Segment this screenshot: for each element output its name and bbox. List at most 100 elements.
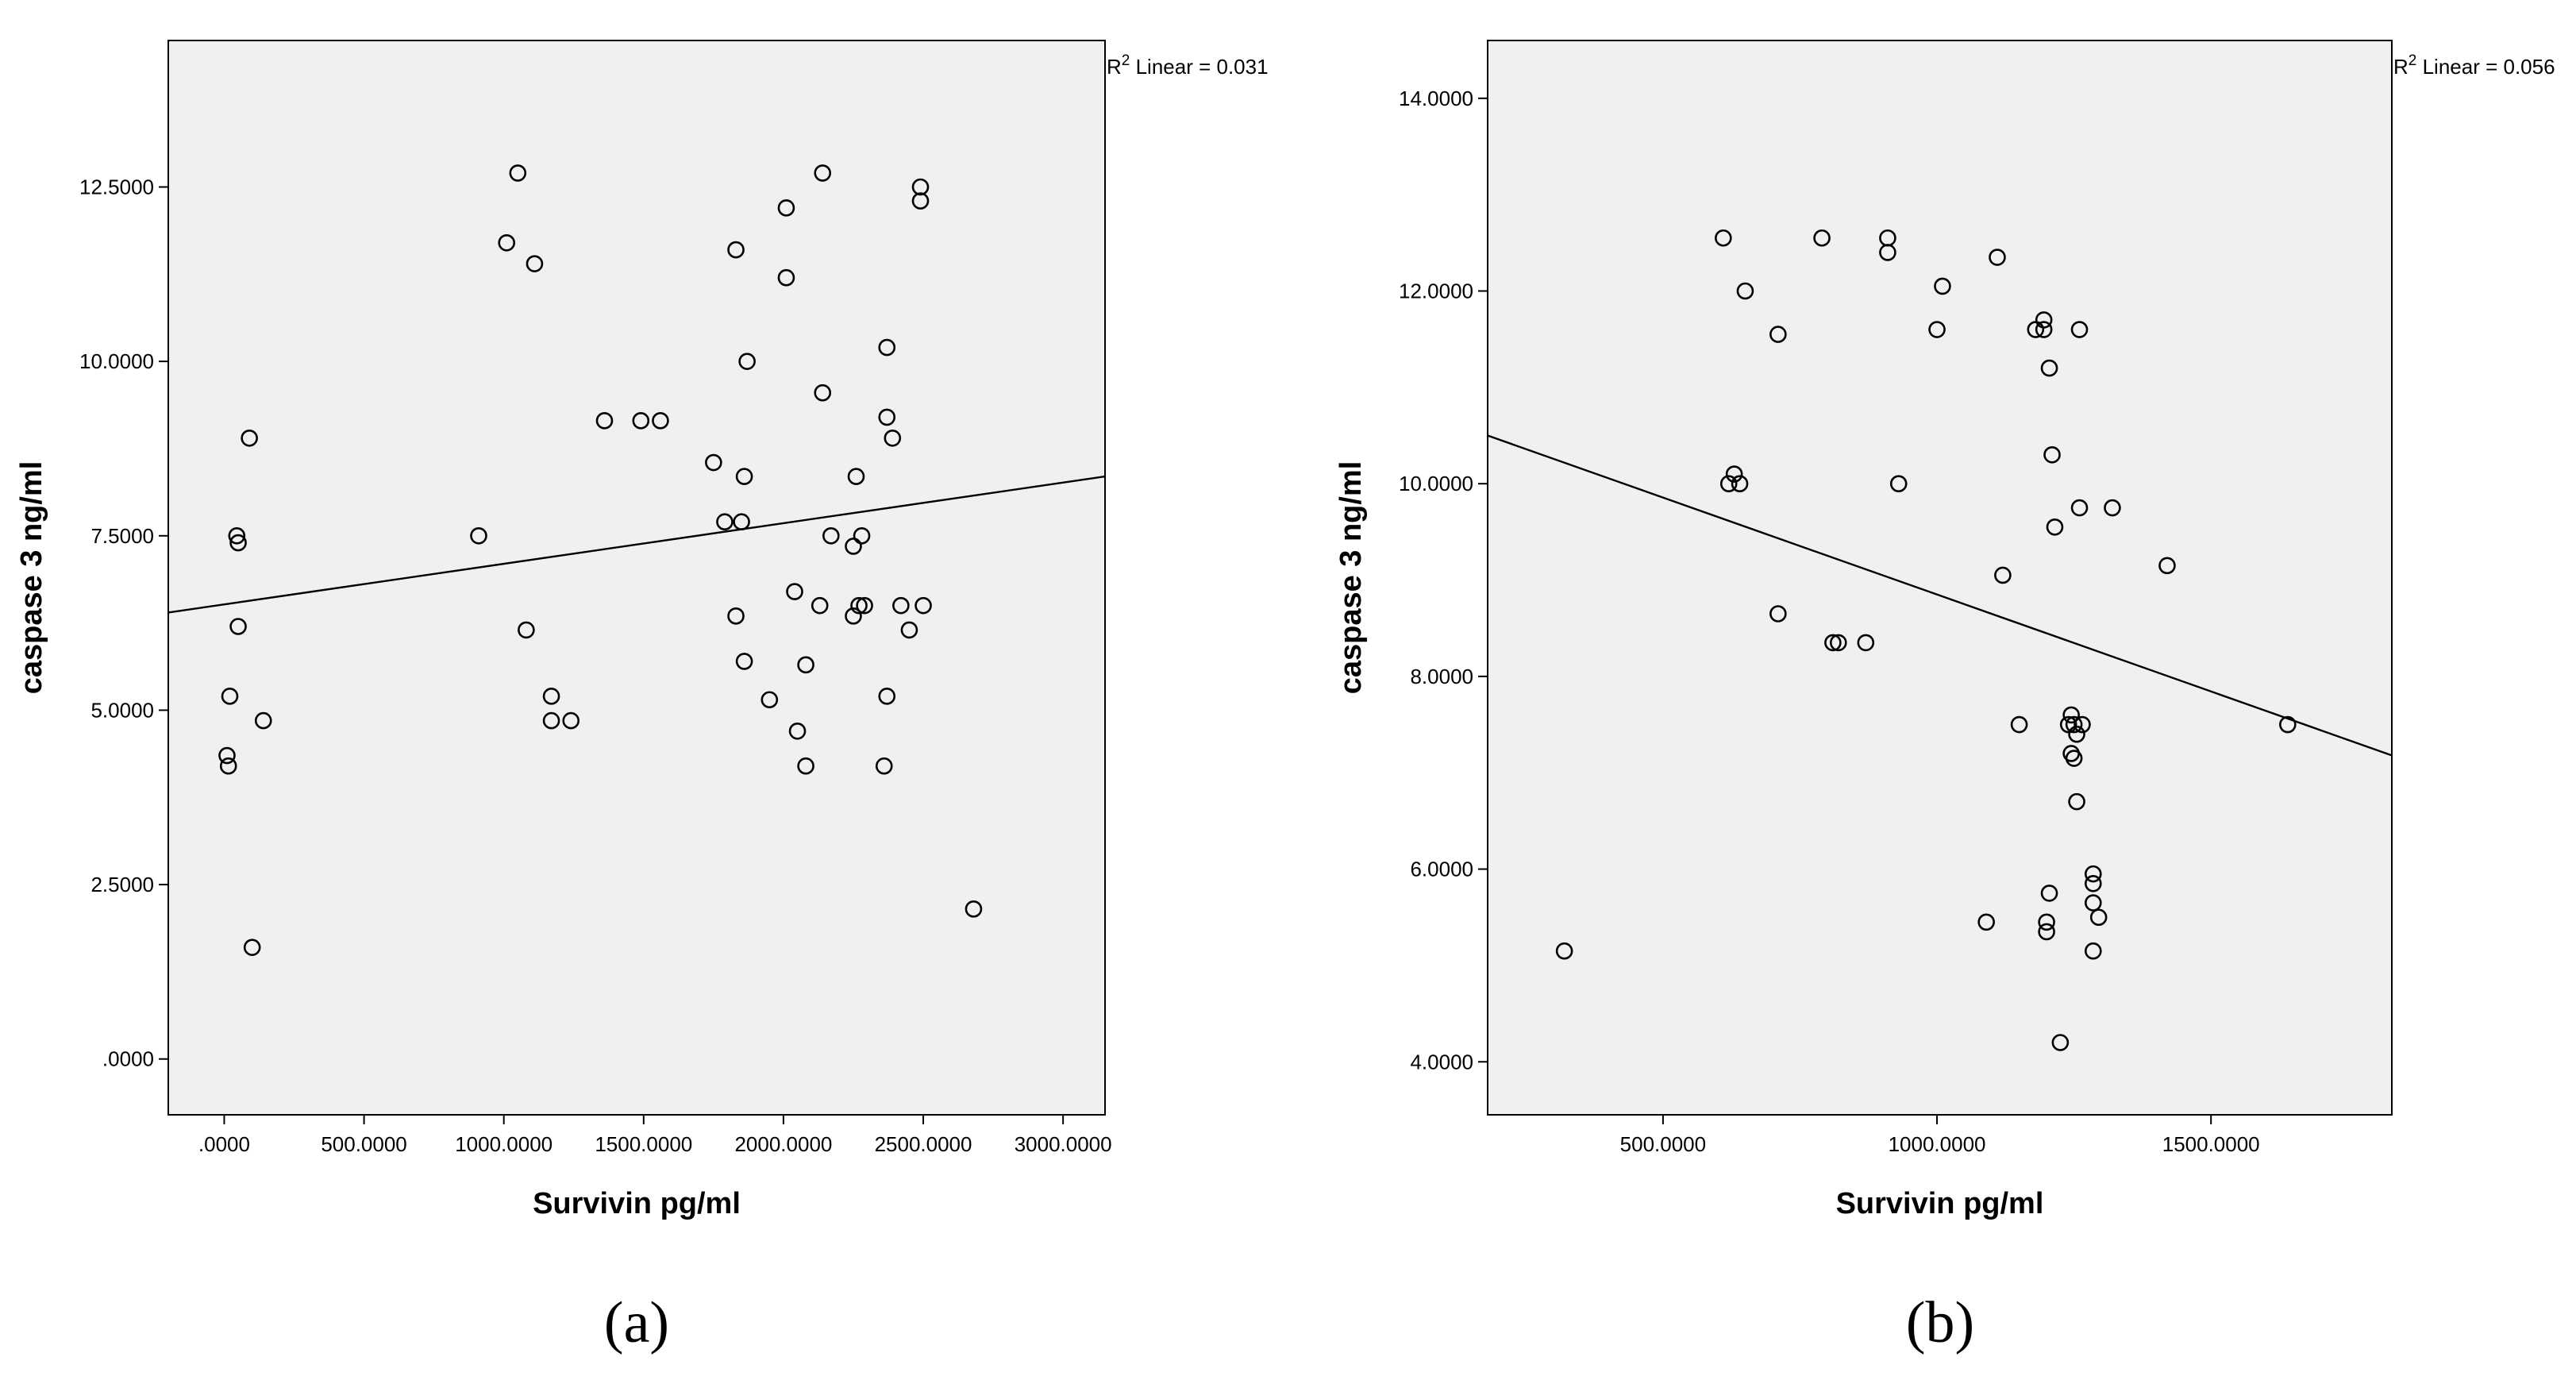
data-point [822,526,840,545]
data-point [845,538,862,555]
data-point [228,526,246,545]
data-point [2038,923,2055,941]
data-point [1879,244,1896,261]
data-point [705,453,722,472]
data-point [562,711,580,730]
data-point [1989,249,2006,266]
y-tick-label: 8.0000 [1410,665,1473,688]
panel-label-a: (a) [604,1290,669,1355]
x-tick-label: 1500.0000 [595,1132,692,1156]
data-point [1731,475,1749,492]
x-axis-b: 500.0000 1000.0000 1500.0000 [1620,1115,2260,1156]
data-point [1994,566,2012,584]
data-point [2040,885,2058,902]
panel-b: 500.0000 1000.0000 1500.0000 4.0000 6.0000 8… [1334,40,2555,1355]
data-point [470,526,487,545]
y-tick-label: 12.5000 [79,175,154,199]
data-point [2046,518,2064,536]
y-axis-a: .0000 2.5000 5.0000 7.5000 10.0000 12.5000 [79,175,168,1071]
data-point [509,164,527,182]
data-point [2070,321,2089,338]
y-tick-label: 2.5000 [90,873,154,896]
y-axis-title-a: caspase 3 ng/ml [15,461,48,695]
data-point [526,255,544,272]
data-point [2089,908,2108,927]
data-point [965,900,983,918]
panel-a: .0000 500.0000 1000.0000 1500.0000 2000.0000… [15,40,1269,1355]
data-point [914,596,932,615]
data-point [518,621,535,639]
data-point [856,596,873,615]
data-point [2068,725,2085,743]
data-point [2035,321,2053,338]
data-point [2084,865,2102,883]
x-tick-label: 1500.0000 [2162,1132,2260,1156]
x-axis-a: .0000 500.0000 1000.0000 1500.0000 2000.0000… [198,1115,1112,1156]
data-point [1829,634,1847,652]
data-point [542,711,560,730]
data-point [727,607,745,625]
y-tick-label: 5.0000 [90,698,154,722]
data-point [760,691,779,709]
fit-line-b [1487,434,2393,757]
data-point [884,429,902,447]
data-point [1889,475,1908,492]
x-tick-label: 3000.0000 [1015,1132,1112,1156]
data-point [2040,359,2058,377]
r2-label-b: R2 Linear = 0.056 [2393,52,2555,79]
data-point [1934,277,1951,295]
data-point [716,513,734,531]
x-tick-label: .0000 [198,1132,250,1156]
data-point [878,338,896,357]
data-point [2084,874,2102,892]
data-point [1555,942,1573,960]
y-tick-label: .0000 [102,1047,154,1071]
plot-area-a [167,40,1106,1116]
data-point [241,429,258,447]
y-tick-label: 6.0000 [1410,858,1473,881]
data-point [733,513,750,531]
data-point [2051,1034,2070,1051]
data-point [797,656,814,674]
y-axis-b: 4.0000 6.0000 8.0000 10.0000 12.0000 14.0000 [1399,87,1488,1074]
data-point [735,468,753,485]
data-point [243,939,261,956]
data-point [2065,715,2083,734]
data-point [219,757,237,775]
data-point [2074,715,2091,734]
data-point [254,711,272,730]
x-tick-label: 1000.0000 [1889,1132,1986,1156]
data-point [542,688,560,705]
data-point [911,178,930,196]
data-point [2104,499,2121,517]
data-point [2010,715,2028,734]
fit-line-a [167,475,1106,614]
data-point [2068,792,2085,811]
data-point [853,526,871,545]
x-axis-title-b: Survivin pg/ml [1836,1187,2044,1220]
y-tick-label: 10.0000 [1399,472,1473,495]
panel-label-b: (b) [1906,1290,1974,1355]
data-point [595,412,614,430]
data-point [652,412,669,430]
data-point [1719,475,1738,492]
data-point [2035,311,2053,329]
data-point [1725,465,1743,483]
data-point [229,618,247,635]
data-point [735,653,753,670]
data-point [1736,282,1754,300]
x-tick-label: 2500.0000 [875,1132,972,1156]
data-point [814,164,832,182]
data-point [2038,913,2055,931]
data-point [498,233,516,252]
x-axis-title-a: Survivin pg/ml [533,1187,741,1220]
data-point [892,596,910,615]
data-point [1824,634,1842,652]
data-point [1715,229,1732,247]
points-a [218,164,983,956]
x-tick-label: 1000.0000 [455,1132,553,1156]
data-point [1977,913,1995,931]
y-tick-label: 7.5000 [90,524,154,548]
points-b [1555,229,2297,1051]
